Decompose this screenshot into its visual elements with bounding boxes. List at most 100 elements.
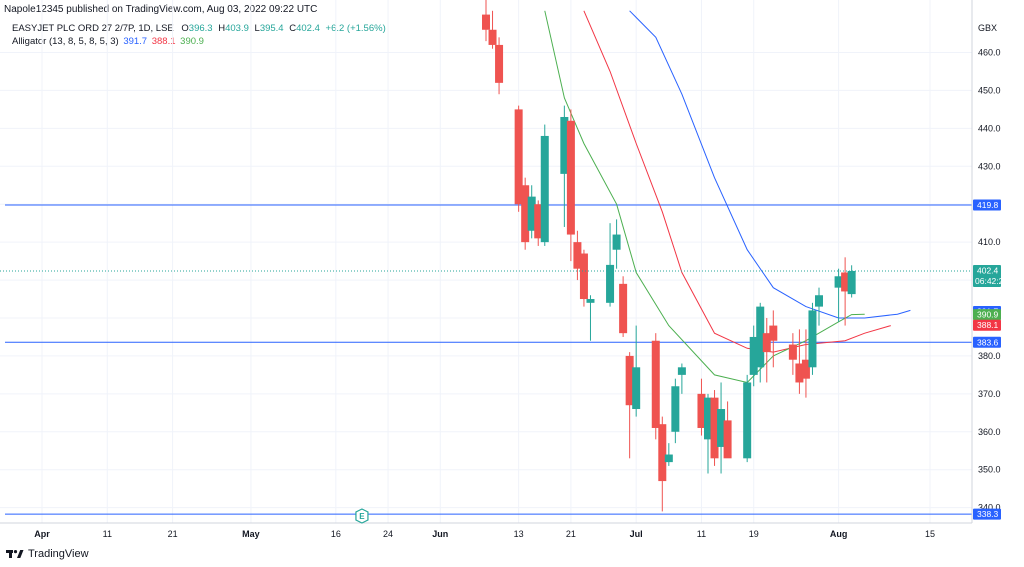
candle[interactable] — [847, 265, 856, 298]
candle[interactable] — [527, 185, 536, 239]
candle[interactable] — [658, 416, 667, 512]
candle-body — [514, 109, 523, 205]
publish-header: Napole12345 published on TradingView.com… — [4, 4, 318, 15]
candle[interactable] — [586, 295, 595, 341]
candle-body — [847, 270, 856, 295]
price-tag-bg — [973, 264, 1001, 287]
candle-body — [521, 185, 530, 243]
ohlc-row: EASYJET PLC ORD 27 2/7P, 1D, LSE O396.3 … — [12, 22, 386, 35]
candle[interactable] — [579, 249, 588, 307]
candle-body — [756, 306, 765, 368]
high-value: 403.9 — [225, 23, 249, 34]
earnings-marker-hexagon[interactable] — [355, 508, 369, 524]
candle-body — [619, 283, 628, 334]
candle[interactable] — [619, 276, 628, 337]
candle[interactable] — [762, 317, 771, 383]
candle-body — [612, 234, 621, 250]
horizontal-lines[interactable] — [5, 204, 972, 515]
candle-body — [769, 325, 778, 341]
alligator-indicator — [544, 10, 911, 384]
low-label: L — [254, 23, 260, 34]
candle[interactable] — [671, 378, 680, 444]
candle[interactable] — [534, 200, 543, 246]
candle[interactable] — [704, 393, 712, 474]
currency-label: GBX — [978, 23, 997, 33]
candle[interactable] — [769, 310, 778, 368]
candle[interactable] — [717, 382, 726, 474]
earnings-marker[interactable]: E — [355, 508, 369, 524]
candle[interactable] — [788, 333, 797, 375]
change-value: +6.2 (+1.56%) — [325, 23, 386, 34]
candle[interactable] — [801, 329, 810, 398]
candle-body — [762, 333, 771, 353]
indicator-name[interactable]: Alligator (13, 8, 5, 8, 5, 3) — [12, 36, 119, 47]
price-tag-bg — [973, 336, 1001, 348]
candle[interactable] — [723, 401, 732, 459]
candle[interactable] — [625, 352, 634, 459]
high-label: H — [218, 23, 226, 34]
time-tick-label: Jul — [630, 529, 643, 539]
candle-body — [579, 253, 588, 300]
time-tick-label: 11 — [103, 529, 112, 539]
time-tick-label: 13 — [514, 529, 524, 539]
candle[interactable] — [841, 257, 850, 326]
tradingview-brand[interactable]: TradingView — [6, 548, 89, 560]
time-tick-label: 21 — [566, 529, 576, 539]
candle[interactable] — [808, 302, 817, 375]
candle[interactable] — [697, 378, 706, 436]
candle[interactable] — [482, 0, 490, 42]
candle[interactable] — [514, 105, 523, 212]
candle-body — [697, 393, 706, 428]
candle[interactable] — [540, 124, 549, 246]
candle[interactable] — [560, 105, 569, 227]
time-tick-label: 15 — [925, 529, 935, 539]
price-tick-label: 360.0 — [978, 427, 1001, 437]
candle[interactable] — [815, 287, 823, 326]
candle-body — [749, 336, 758, 375]
candle[interactable] — [677, 363, 686, 394]
candle[interactable] — [606, 223, 615, 307]
chart-legend: EASYJET PLC ORD 27 2/7P, 1D, LSE O396.3 … — [12, 22, 386, 48]
price-tag-value: 402.4 — [977, 265, 999, 275]
candle[interactable] — [612, 219, 621, 269]
candle-body — [717, 409, 726, 447]
symbol-name[interactable]: EASYJET PLC ORD 27 2/7P, 1D, LSE — [12, 23, 174, 34]
price-tag-bg — [973, 508, 1001, 520]
candle-body — [534, 204, 543, 239]
candle-body — [723, 420, 732, 459]
candle[interactable] — [664, 443, 673, 466]
candle[interactable] — [521, 177, 530, 250]
teeth-value: 388.1 — [151, 36, 176, 47]
candle[interactable] — [566, 109, 575, 262]
candle-body — [841, 272, 850, 292]
candle[interactable] — [710, 390, 719, 466]
candle[interactable] — [743, 374, 752, 463]
close-label: C — [289, 23, 297, 34]
candle[interactable] — [756, 302, 765, 383]
price-tag-value: 419.8 — [977, 200, 999, 210]
candle-body — [788, 344, 797, 360]
price-tag-bg — [973, 309, 1001, 321]
candle[interactable] — [651, 333, 660, 440]
candle[interactable] — [749, 325, 758, 387]
candle[interactable] — [495, 37, 504, 95]
earnings-marker-label: E — [359, 512, 365, 521]
lips-value: 390.9 — [180, 36, 204, 47]
candle[interactable] — [834, 268, 843, 322]
price-tag-value: 383.6 — [977, 337, 999, 347]
candle-body — [540, 135, 549, 243]
price-tick-label: 450.0 — [978, 85, 1001, 95]
candle[interactable] — [488, 10, 497, 49]
candle[interactable] — [795, 329, 804, 394]
candles[interactable] — [482, 0, 856, 512]
close-value: 402.4 — [296, 23, 320, 34]
price-tick-label: 460.0 — [978, 48, 1001, 58]
price-tick-label: 410.0 — [978, 237, 1001, 247]
candle-body — [743, 382, 752, 459]
candle-body — [573, 242, 582, 269]
time-tick-label: 11 — [697, 529, 706, 539]
candle[interactable] — [573, 230, 582, 281]
candle[interactable] — [632, 325, 641, 417]
price-tag-bg — [973, 319, 1001, 331]
